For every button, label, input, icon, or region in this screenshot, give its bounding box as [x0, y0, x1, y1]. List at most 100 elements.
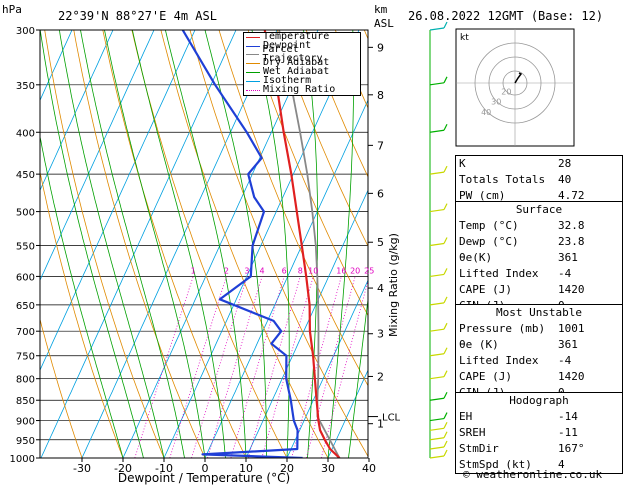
wet-adiabat [303, 30, 319, 458]
temp-tick-label: -20 [114, 462, 132, 475]
altitude-tick-label: 3 [377, 328, 384, 341]
wet-adiabat [104, 30, 206, 458]
location-title: 22°39'N 88°27'E 4m ASL [58, 9, 217, 23]
index-row: K 28 [459, 157, 572, 170]
wind-barb [429, 347, 448, 357]
pressure-tick-label: 900 [16, 417, 35, 428]
isotherm [40, 30, 196, 372]
most-unstable-panel: Most Unstable Pressure (mb) 1001 θe (K) 36… [455, 304, 623, 402]
isotherm [40, 30, 155, 282]
mixing-ratio-line [247, 276, 301, 458]
hodo-row: EH -14 [459, 410, 578, 423]
pressure-tick-label: 800 [16, 375, 35, 386]
wind-barb [429, 322, 448, 332]
hodograph-panel: Hodograph EH -14 SREH -11 StmDir 167° StmSp… [455, 392, 623, 474]
legend-item: Temperature [244, 32, 360, 42]
pressure-tick-label: 550 [16, 241, 35, 252]
dry-adiabat [40, 317, 83, 458]
dry-adiabat [247, 30, 368, 317]
pressure-tick-label: 300 [16, 26, 35, 37]
wind-barb [429, 123, 448, 133]
pressure-tick-label: 750 [16, 352, 35, 363]
mu-row: Lifted Index -4 [459, 354, 572, 367]
pressure-tick-label: 700 [16, 327, 35, 338]
dry-adiabat [189, 30, 368, 458]
mixing-ratio-line [207, 276, 263, 458]
wind-barb [429, 268, 448, 278]
wind-barb [429, 422, 448, 431]
km-label: km [374, 3, 388, 16]
pressure-tick-label: 950 [16, 436, 35, 447]
hodograph-ring-label: 40 [481, 108, 491, 117]
hodograph-ring-label: 20 [501, 88, 511, 97]
hodograph-units-label: kt [460, 33, 469, 43]
wet-adiabat [40, 30, 144, 458]
x-axis-label: Dewpoint / Temperature (°C) [118, 471, 290, 485]
pressure-tick-label: 450 [16, 170, 35, 181]
wind-barb [429, 431, 448, 441]
indices-panel: K 28 Totals Totals 40 PW (cm) 4.72 [455, 155, 623, 205]
wind-barb [429, 296, 448, 306]
index-row: Totals Totals 40 [459, 173, 572, 186]
mixing-ratio-line [169, 276, 227, 458]
temp-tick-label: 20 [280, 462, 294, 475]
altitude-tick-label: 1 [377, 418, 384, 431]
legend-item: Parcel Trajectory [244, 45, 360, 63]
pressure-tick-label: 500 [16, 208, 35, 219]
hodo-row: StmSpd (kt) 4 [459, 458, 565, 471]
isotherm [327, 369, 368, 458]
wind-barb [429, 370, 448, 380]
isotherm [204, 99, 368, 458]
mixing-ratio-label: 6 [282, 266, 287, 275]
pressure-tick-label: 350 [16, 81, 35, 92]
legend-item: Dewpoint [244, 40, 360, 51]
surface-row: Temp (°C) 32.8 [459, 219, 585, 232]
datetime-title: 26.08.2022 12GMT (Base: 12) [408, 9, 604, 23]
dry-adiabat [73, 30, 206, 458]
mixing-ratio-axis-label: Mixing Ratio (g/kg) [387, 233, 400, 337]
series-dewpoint [181, 30, 303, 458]
legend-item: Mixing Ratio [244, 84, 360, 95]
mixing-ratio-label: 3 [244, 266, 249, 275]
mixing-ratio-label: 20 [350, 266, 360, 275]
wind-barb [429, 449, 448, 459]
dry-adiabat [102, 30, 247, 458]
isotherm [40, 30, 114, 192]
index-row: PW (cm) 4.72 [459, 189, 585, 202]
isotherm [40, 30, 237, 458]
pressure-tick-label: 1000 [10, 454, 35, 465]
mixing-ratio-label: 10 [308, 266, 318, 275]
dry-adiabat [276, 30, 368, 247]
mixing-ratio-line [320, 279, 368, 458]
mixing-ratio-line [230, 276, 285, 458]
legend-item: Dry Adiabat [244, 58, 360, 68]
hodograph-trace [514, 72, 523, 84]
altitude-tick-label: 9 [377, 41, 384, 54]
mu-row: Pressure (mb) 1001 [459, 322, 585, 335]
temp-tick-label: -10 [155, 462, 173, 475]
altitude-tick-label: 5 [377, 236, 384, 249]
wind-barb [429, 21, 448, 31]
pressure-tick-label: 650 [16, 301, 35, 312]
legend-item: Wet Adiabat [244, 67, 360, 77]
mixing-ratio-line [191, 276, 248, 458]
surface-row: Dewp (°C) 23.8 [459, 235, 585, 248]
mixing-ratio-label: 2 [224, 266, 229, 275]
mixing-ratio-label: 1 [191, 266, 196, 275]
surface-title: Surface [515, 203, 563, 216]
wet-adiabat [204, 30, 267, 458]
dry-adiabat [44, 30, 165, 458]
series-parcel-trajectory [278, 30, 341, 458]
dry-adiabat [40, 170, 124, 458]
wet-adiabat [80, 30, 185, 458]
temp-tick-label: 40 [362, 462, 376, 475]
hodo-row: SREH -11 [459, 426, 578, 439]
credit-text: © weatheronline.co.uk [463, 468, 603, 481]
wind-barb [429, 165, 448, 175]
surface-row: θe(K) 361 [459, 251, 578, 264]
most-unstable-title: Most Unstable [495, 306, 583, 319]
surface-row: CAPE (J) 1420 [459, 283, 585, 296]
hodo-row: StmDir 167° [459, 442, 585, 455]
mu-row: CAPE (J) 1420 [459, 370, 585, 383]
